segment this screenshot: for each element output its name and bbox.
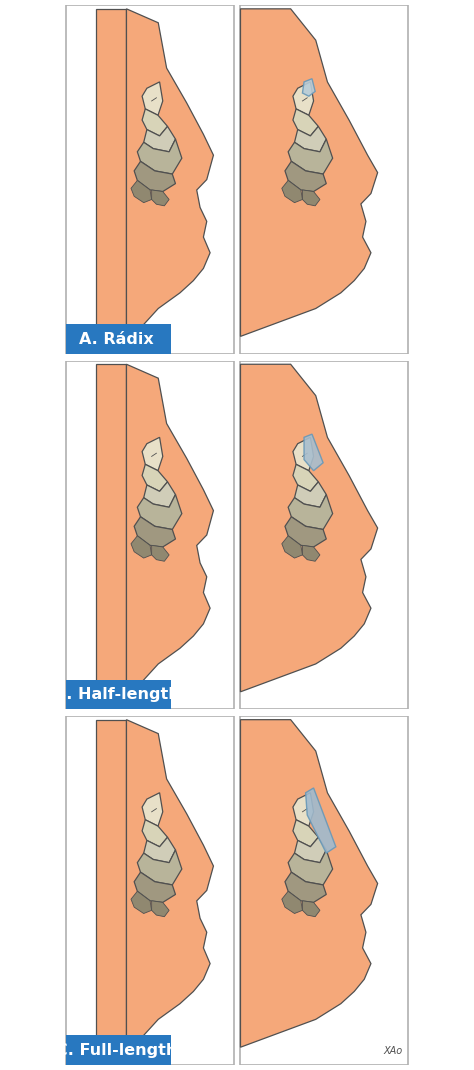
- Text: B. Half-length: B. Half-length: [54, 687, 180, 702]
- FancyBboxPatch shape: [66, 679, 171, 709]
- Polygon shape: [282, 181, 302, 202]
- FancyBboxPatch shape: [66, 716, 234, 1065]
- Polygon shape: [142, 464, 167, 491]
- FancyBboxPatch shape: [240, 5, 408, 354]
- Polygon shape: [96, 720, 127, 1054]
- Polygon shape: [152, 190, 169, 205]
- Polygon shape: [285, 517, 326, 547]
- Text: XAo: XAo: [383, 1046, 402, 1056]
- Polygon shape: [137, 139, 182, 174]
- Polygon shape: [134, 517, 175, 547]
- Polygon shape: [127, 364, 213, 699]
- Polygon shape: [285, 162, 326, 192]
- FancyBboxPatch shape: [66, 1035, 171, 1065]
- Polygon shape: [152, 546, 169, 562]
- Polygon shape: [293, 820, 319, 846]
- Polygon shape: [137, 494, 182, 530]
- Polygon shape: [302, 546, 320, 562]
- Text: C. Full-length: C. Full-length: [56, 1042, 177, 1057]
- Polygon shape: [127, 9, 213, 343]
- Polygon shape: [131, 536, 152, 559]
- Polygon shape: [137, 850, 182, 885]
- Polygon shape: [144, 837, 175, 862]
- Text: A. Rádix: A. Rádix: [80, 332, 154, 347]
- Polygon shape: [142, 438, 163, 471]
- Polygon shape: [302, 79, 315, 96]
- Polygon shape: [144, 126, 175, 152]
- Polygon shape: [240, 364, 378, 692]
- Polygon shape: [294, 482, 326, 507]
- Polygon shape: [240, 720, 378, 1048]
- FancyBboxPatch shape: [240, 361, 408, 709]
- Polygon shape: [240, 9, 378, 336]
- Polygon shape: [282, 536, 302, 559]
- FancyBboxPatch shape: [66, 361, 234, 709]
- Polygon shape: [288, 494, 333, 530]
- Polygon shape: [142, 820, 167, 846]
- Polygon shape: [302, 901, 320, 917]
- FancyBboxPatch shape: [240, 716, 408, 1065]
- Polygon shape: [131, 891, 152, 914]
- Polygon shape: [142, 82, 163, 116]
- Polygon shape: [144, 482, 175, 507]
- Polygon shape: [134, 162, 175, 192]
- Polygon shape: [142, 793, 163, 826]
- Polygon shape: [288, 139, 333, 174]
- Polygon shape: [293, 82, 314, 116]
- Polygon shape: [293, 793, 314, 826]
- Polygon shape: [134, 872, 175, 902]
- Polygon shape: [127, 720, 213, 1054]
- FancyBboxPatch shape: [66, 324, 171, 354]
- FancyBboxPatch shape: [66, 5, 234, 354]
- Polygon shape: [96, 364, 127, 699]
- Polygon shape: [131, 181, 152, 202]
- Polygon shape: [282, 891, 302, 914]
- Polygon shape: [302, 190, 320, 205]
- Polygon shape: [96, 9, 127, 343]
- Polygon shape: [294, 837, 326, 862]
- Polygon shape: [293, 464, 319, 491]
- Polygon shape: [285, 872, 326, 902]
- Polygon shape: [293, 438, 314, 471]
- Polygon shape: [294, 126, 326, 152]
- Polygon shape: [304, 434, 323, 471]
- Polygon shape: [306, 788, 336, 853]
- Polygon shape: [293, 109, 319, 136]
- Polygon shape: [288, 850, 333, 885]
- Polygon shape: [142, 109, 167, 136]
- Polygon shape: [152, 901, 169, 917]
